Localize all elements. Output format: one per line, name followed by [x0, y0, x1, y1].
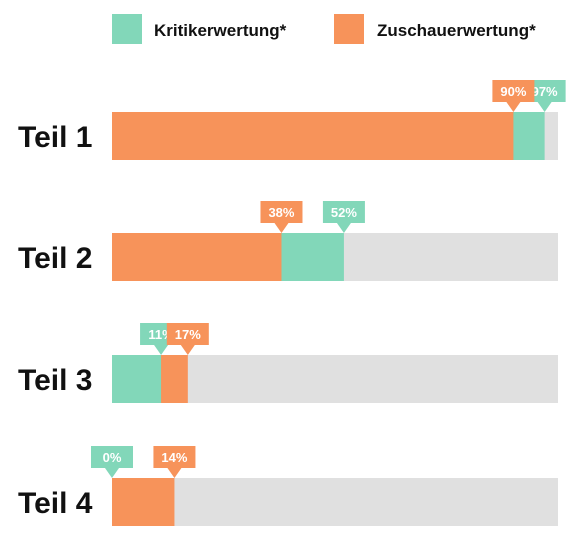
row-3-critic-callout-pointer: [154, 345, 169, 355]
row-4-track: [112, 478, 558, 526]
row-3-audience-callout-box: [166, 323, 209, 345]
bars-area: Teil 197%90%Teil 252%38%Teil 311% 17%Teil…: [18, 80, 566, 526]
row-4-critic-callout-pointer: [105, 468, 119, 478]
row-1-category-label: Teil 1: [18, 121, 92, 154]
row-2-critic-callout-text: 52%: [331, 205, 357, 220]
row-2-critic-callout-pointer: [336, 223, 351, 233]
legend-swatch-critic: [112, 14, 142, 44]
row-4-audience-callout-box: [153, 446, 196, 468]
row-3-category-label: Teil 3: [18, 364, 92, 397]
row-4-audience-callout-pointer: [167, 468, 182, 478]
row-2-audience-callout-text: 38%: [268, 205, 294, 220]
row-1-audience-callout-text: 90%: [500, 84, 526, 99]
row-1-critic-callout-pointer: [537, 102, 552, 112]
row-4-critic-callout-box: [91, 446, 133, 468]
row-3-audience-callout-text: 17%: [175, 327, 201, 342]
row-2-critic-callout-box: [322, 201, 365, 223]
row-2-audience-bar: [112, 233, 282, 281]
row-3-critic-bar: [112, 355, 162, 403]
row-4-audience-callout-text: 14%: [161, 450, 187, 465]
row-1-critic-callout-text: 97%: [532, 84, 558, 99]
row-2-audience-callout-pointer: [274, 223, 289, 233]
legend-label-critic: Kritikerwertung*: [154, 21, 287, 40]
legend: Kritikerwertung* Zuschauerwertung*: [112, 14, 536, 44]
row-4-category-label: Teil 4: [18, 487, 93, 520]
row-1-audience-callout-pointer: [506, 102, 521, 112]
row-1-audience-callout-box: [492, 80, 535, 102]
row-4-critic-callout-text: 0%: [103, 450, 122, 465]
row-2-audience-callout-box: [260, 201, 303, 223]
legend-label-audience: Zuschauerwertung*: [377, 21, 536, 40]
row-3-audience-callout-pointer: [180, 345, 195, 355]
row-4-audience-bar: [112, 478, 175, 526]
row-2-category-label: Teil 2: [18, 242, 92, 275]
row-1-audience-bar: [112, 112, 514, 160]
legend-swatch-audience: [334, 14, 364, 44]
